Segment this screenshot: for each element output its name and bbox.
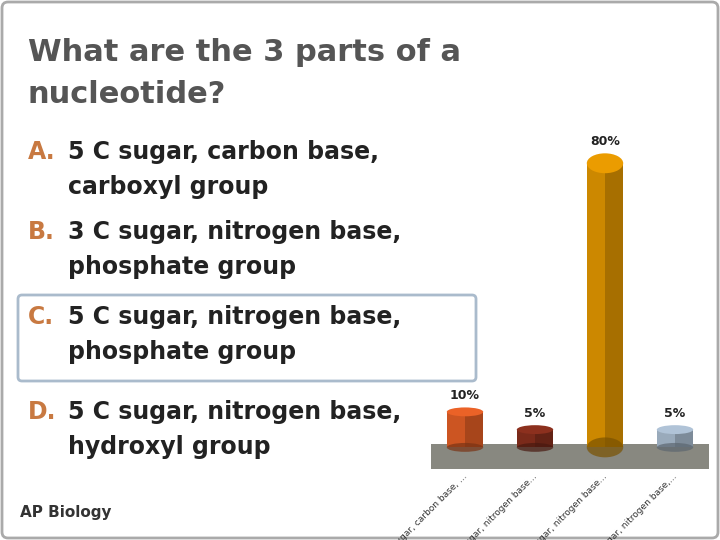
Text: AP Biology: AP Biology <box>20 505 112 520</box>
Text: phosphate group: phosphate group <box>68 340 296 364</box>
Text: 5 C sugar, nitrogen base...: 5 C sugar, nitrogen base... <box>518 472 608 540</box>
Ellipse shape <box>587 437 624 457</box>
Text: carboxyl group: carboxyl group <box>68 175 269 199</box>
Text: 5%: 5% <box>524 407 546 420</box>
Text: 3 C sugar, nitrogen base,: 3 C sugar, nitrogen base, <box>68 220 401 244</box>
Text: 5 C sugar, carbon base, ...: 5 C sugar, carbon base, ... <box>378 472 469 540</box>
Bar <box>605 163 624 447</box>
Text: 10%: 10% <box>450 389 480 402</box>
Ellipse shape <box>517 425 553 434</box>
Text: 5%: 5% <box>665 407 685 420</box>
Text: nucleotide?: nucleotide? <box>28 80 226 109</box>
Text: hydroxyl group: hydroxyl group <box>68 435 271 459</box>
Text: phosphate group: phosphate group <box>68 255 296 279</box>
Bar <box>517 430 553 447</box>
Bar <box>465 412 483 447</box>
Text: 80%: 80% <box>590 135 620 148</box>
Text: 5 C sugar, carbon base,: 5 C sugar, carbon base, <box>68 140 379 164</box>
Text: C.: C. <box>28 305 54 329</box>
Ellipse shape <box>587 153 624 173</box>
Text: 5 C sugar, nitrogen base,...: 5 C sugar, nitrogen base,... <box>585 472 678 540</box>
Text: A.: A. <box>28 140 55 164</box>
Ellipse shape <box>447 443 483 452</box>
Bar <box>657 430 693 447</box>
Bar <box>535 430 553 447</box>
Ellipse shape <box>657 425 693 434</box>
Text: 5 C sugar, nitrogen base,: 5 C sugar, nitrogen base, <box>68 305 401 329</box>
Ellipse shape <box>517 443 553 452</box>
Text: What are the 3 parts of a: What are the 3 parts of a <box>28 38 461 67</box>
Text: 3 C sugar, nitrogen base...: 3 C sugar, nitrogen base... <box>447 472 539 540</box>
Text: 5 C sugar, nitrogen base,: 5 C sugar, nitrogen base, <box>68 400 401 424</box>
FancyBboxPatch shape <box>18 295 476 381</box>
Bar <box>447 412 483 447</box>
Ellipse shape <box>447 407 483 416</box>
Bar <box>675 430 693 447</box>
Text: D.: D. <box>28 400 56 424</box>
Bar <box>587 163 624 447</box>
Text: B.: B. <box>28 220 55 244</box>
Ellipse shape <box>657 443 693 452</box>
Bar <box>431 444 708 469</box>
